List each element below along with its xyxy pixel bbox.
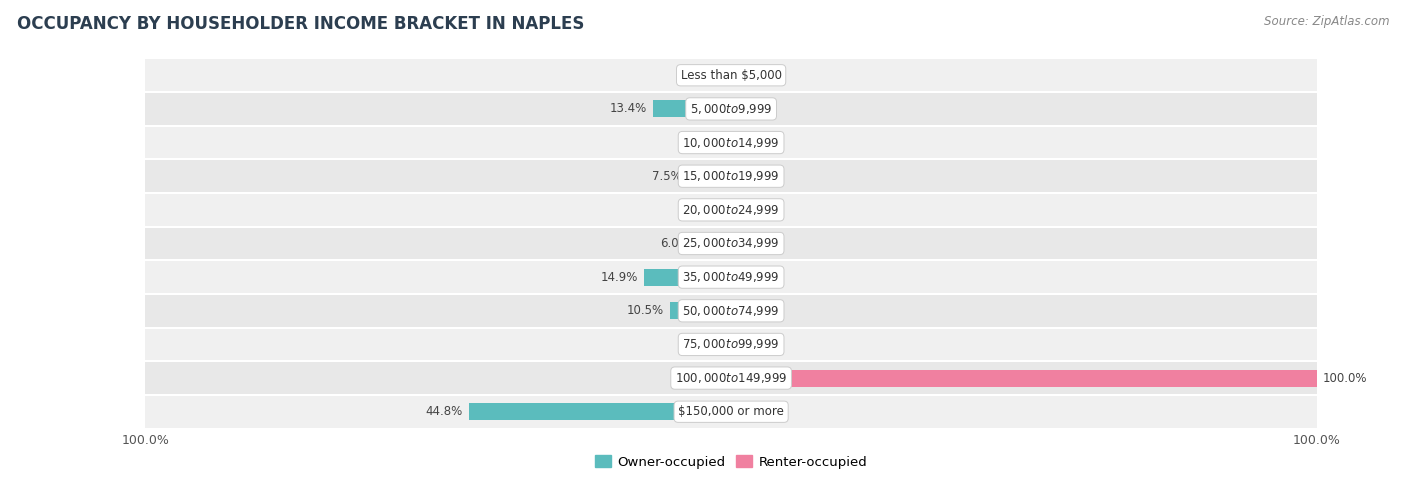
Bar [688, 168, 731, 185]
Text: 0.0%: 0.0% [737, 338, 766, 351]
Text: 0.0%: 0.0% [737, 169, 766, 183]
Bar [696, 235, 731, 252]
Bar [145, 294, 1317, 328]
Text: 0.0%: 0.0% [696, 338, 725, 351]
Bar [468, 403, 731, 420]
Text: 0.0%: 0.0% [737, 102, 766, 115]
Text: 6.0%: 6.0% [661, 237, 690, 250]
Text: $50,000 to $74,999: $50,000 to $74,999 [682, 304, 780, 318]
Text: 1.5%: 1.5% [686, 372, 717, 385]
Text: 44.8%: 44.8% [426, 405, 463, 418]
Legend: Owner-occupied, Renter-occupied: Owner-occupied, Renter-occupied [589, 450, 873, 474]
Text: 14.9%: 14.9% [600, 271, 638, 283]
Text: 0.0%: 0.0% [737, 304, 766, 318]
Bar [652, 100, 731, 117]
Bar [145, 193, 1317, 226]
Text: 1.5%: 1.5% [686, 204, 717, 216]
Text: $20,000 to $24,999: $20,000 to $24,999 [682, 203, 780, 217]
Bar [644, 269, 731, 285]
Bar [145, 261, 1317, 294]
Text: 10.5%: 10.5% [627, 304, 664, 318]
Bar [145, 226, 1317, 261]
Bar [145, 92, 1317, 126]
Text: Source: ZipAtlas.com: Source: ZipAtlas.com [1264, 15, 1389, 28]
Text: $5,000 to $9,999: $5,000 to $9,999 [690, 102, 772, 116]
Text: 0.0%: 0.0% [737, 69, 766, 82]
Text: 0.0%: 0.0% [696, 136, 725, 149]
Bar [145, 328, 1317, 361]
Bar [145, 361, 1317, 395]
Text: $100,000 to $149,999: $100,000 to $149,999 [675, 371, 787, 385]
Text: $35,000 to $49,999: $35,000 to $49,999 [682, 270, 780, 284]
Text: 0.0%: 0.0% [737, 237, 766, 250]
Text: $150,000 or more: $150,000 or more [678, 405, 785, 418]
Text: 0.0%: 0.0% [737, 204, 766, 216]
Text: $15,000 to $19,999: $15,000 to $19,999 [682, 169, 780, 183]
Text: $10,000 to $14,999: $10,000 to $14,999 [682, 135, 780, 150]
Text: $25,000 to $34,999: $25,000 to $34,999 [682, 237, 780, 250]
Text: 0.0%: 0.0% [737, 405, 766, 418]
Bar [145, 58, 1317, 92]
Text: 13.4%: 13.4% [610, 102, 647, 115]
Bar [145, 395, 1317, 429]
Text: 0.0%: 0.0% [737, 271, 766, 283]
Text: OCCUPANCY BY HOUSEHOLDER INCOME BRACKET IN NAPLES: OCCUPANCY BY HOUSEHOLDER INCOME BRACKET … [17, 15, 585, 33]
Bar [145, 126, 1317, 159]
Text: 0.0%: 0.0% [696, 69, 725, 82]
Text: Less than $5,000: Less than $5,000 [681, 69, 782, 82]
Text: 7.5%: 7.5% [651, 169, 682, 183]
Bar [723, 370, 731, 387]
Text: 0.0%: 0.0% [737, 136, 766, 149]
Text: $75,000 to $99,999: $75,000 to $99,999 [682, 337, 780, 352]
Bar [723, 202, 731, 218]
Bar [731, 370, 1317, 387]
Text: 100.0%: 100.0% [1323, 372, 1367, 385]
Bar [669, 302, 731, 319]
Bar [145, 159, 1317, 193]
